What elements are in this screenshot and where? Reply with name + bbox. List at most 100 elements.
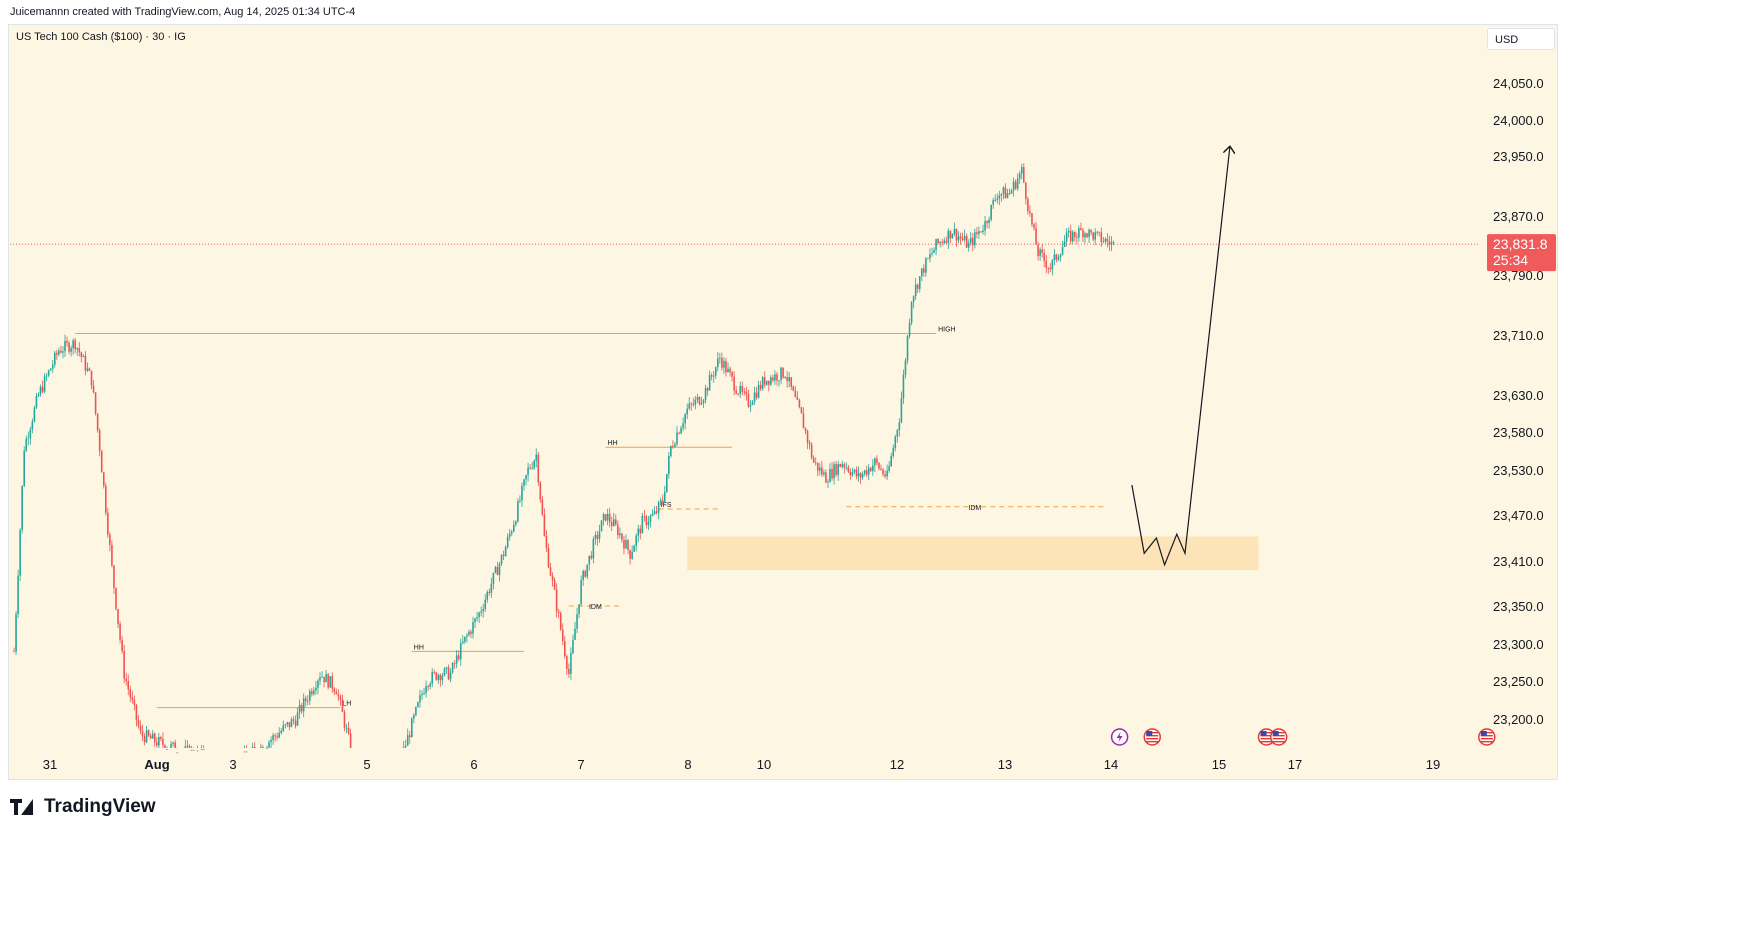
- candle: [827, 479, 829, 489]
- candle: [286, 721, 289, 728]
- candle: [666, 473, 668, 493]
- candle: [876, 455, 878, 466]
- candle: [925, 257, 927, 277]
- candle: [72, 338, 74, 355]
- candle: [1014, 179, 1017, 190]
- candle: [674, 441, 676, 448]
- candle: [943, 237, 946, 245]
- candle: [969, 232, 972, 246]
- candle: [276, 732, 278, 741]
- candle: [176, 747, 178, 754]
- candle: [284, 723, 287, 729]
- candle: [988, 216, 990, 229]
- candle: [404, 739, 407, 748]
- candle: [100, 449, 103, 473]
- candle: [749, 400, 752, 412]
- candle: [747, 389, 750, 409]
- candle: [102, 471, 105, 489]
- candle: [553, 577, 556, 591]
- candle: [721, 352, 723, 371]
- candle: [586, 564, 589, 580]
- candle: [33, 405, 36, 423]
- candle: [655, 505, 658, 515]
- chart-area[interactable]: [8, 24, 1558, 780]
- time-tick-label: 19: [1426, 757, 1440, 772]
- candle: [1049, 263, 1052, 273]
- candle: [639, 525, 642, 540]
- tradingview-logo[interactable]: TradingView: [10, 796, 156, 818]
- candle: [470, 629, 472, 639]
- candle: [574, 621, 576, 640]
- candle: [174, 739, 176, 748]
- candle: [625, 534, 627, 550]
- time-tick-label: 31: [43, 757, 57, 772]
- candle: [331, 672, 334, 693]
- candle: [521, 482, 523, 507]
- candle: [751, 400, 754, 406]
- candle: [494, 565, 497, 574]
- candle: [835, 461, 837, 477]
- candle: [980, 231, 982, 234]
- candle: [916, 283, 919, 294]
- structure-label-idm: IDM: [589, 604, 602, 611]
- candle: [814, 457, 817, 466]
- candle: [935, 238, 937, 256]
- candle: [863, 469, 866, 477]
- candle: [843, 462, 846, 474]
- price-tick-label: 23,410.0: [1493, 554, 1544, 569]
- candle: [643, 509, 646, 522]
- candle: [486, 590, 489, 603]
- candle: [621, 532, 623, 543]
- candle: [545, 530, 548, 552]
- candle: [816, 462, 819, 477]
- candle: [66, 336, 68, 347]
- candle: [557, 608, 560, 619]
- candle: [719, 352, 721, 364]
- time-tick-label: 10: [757, 757, 771, 772]
- candle: [280, 728, 283, 735]
- candle: [160, 735, 162, 742]
- candle: [335, 688, 338, 695]
- candle: [568, 663, 570, 678]
- candle: [1012, 177, 1015, 197]
- candlestick-chart[interactable]: HIGH HH HH LH IDM IFS IDM 24,050.0 24,000.0 23,9…: [0, 0, 1762, 790]
- candle: [147, 729, 150, 737]
- candle: [708, 370, 711, 391]
- candle: [690, 402, 693, 411]
- candle: [164, 744, 166, 748]
- structure-label-idm: IDM: [968, 505, 981, 512]
- candle: [768, 380, 770, 392]
- candle: [272, 732, 274, 745]
- candle: [918, 276, 921, 293]
- candle: [839, 463, 841, 468]
- candle: [688, 397, 691, 411]
- symbol-title[interactable]: US Tech 100 Cash ($100) · 30 · IG: [16, 31, 186, 43]
- candle: [647, 516, 650, 530]
- candle: [13, 647, 15, 653]
- candle: [453, 660, 456, 669]
- currency-selector[interactable]: USD: [1487, 28, 1555, 50]
- current-price-value: 23,831.8: [1493, 236, 1548, 252]
- candle: [415, 706, 417, 717]
- candle: [92, 379, 95, 394]
- candle: [1110, 236, 1113, 252]
- candle: [1037, 241, 1039, 261]
- candle: [184, 739, 187, 748]
- candle: [1025, 181, 1027, 205]
- candle: [462, 635, 464, 645]
- candle: [1041, 243, 1043, 258]
- candle: [612, 512, 615, 527]
- candle: [78, 342, 81, 357]
- candle: [627, 538, 629, 555]
- candle: [798, 398, 801, 409]
- candle: [54, 350, 56, 368]
- candle: [731, 370, 733, 382]
- candle: [268, 740, 270, 748]
- candle: [757, 380, 760, 399]
- candle: [417, 701, 419, 708]
- candle: [437, 673, 440, 684]
- candle: [927, 257, 929, 260]
- candle: [686, 403, 688, 419]
- candle: [965, 233, 968, 249]
- candle: [967, 239, 970, 252]
